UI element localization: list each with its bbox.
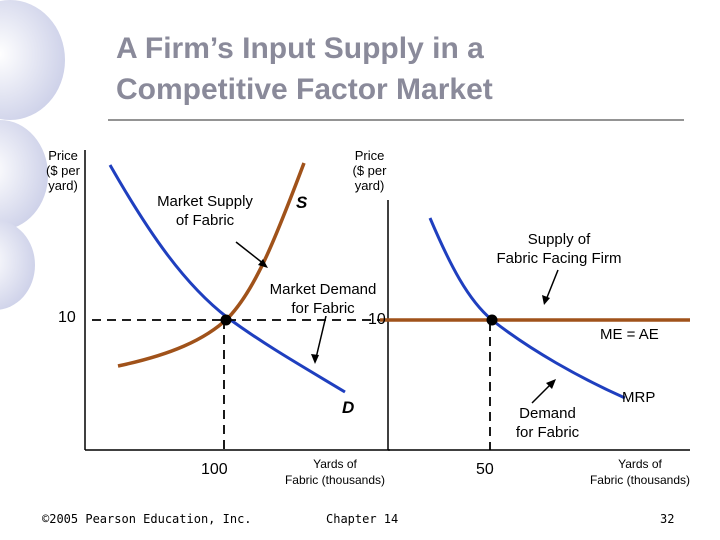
firm-supply-label-line1: Supply of xyxy=(527,231,591,248)
market-y-label-line3: yard) xyxy=(48,178,78,193)
decor-circle-bot xyxy=(0,220,35,310)
firm-supply-arrowhead xyxy=(542,295,550,305)
market-y-axis-label: Price ($ per yard) xyxy=(38,148,88,193)
firm-demand-label: Demand for Fabric xyxy=(500,404,595,442)
market-demand-label-line2: for Fabric xyxy=(291,300,355,317)
firm-quantity-value: 50 xyxy=(476,461,494,478)
firm-mrp-label: MRP xyxy=(622,389,656,406)
decor-circle-mid xyxy=(0,120,48,230)
slide-title: A Firm’s Input Supply in a Competitive F… xyxy=(116,28,493,110)
chapter-text: Chapter 14 xyxy=(326,512,399,526)
market-x-axis-label: Yards of Fabric (thousands) xyxy=(275,456,395,488)
firm-demand-arrow xyxy=(531,382,553,404)
firm-demand-label-line2: for Fabric xyxy=(515,424,580,441)
firm-y-label-line2: ($ per xyxy=(352,163,387,178)
market-supply-curve-label: S xyxy=(296,193,308,212)
market-x-label-line1: Yards of xyxy=(313,457,357,471)
market-y-label-line1: Price xyxy=(48,148,78,163)
firm-demand-label-line1: Demand xyxy=(519,405,576,422)
firm-price-value: 10 xyxy=(368,311,386,328)
firm-x-label-line2: Fabric (thousands) xyxy=(589,473,691,487)
demand-label-arrowhead xyxy=(311,354,319,364)
firm-x-label-line1: Yards of xyxy=(618,457,662,471)
firm-supply-label-line2: Fabric Facing Firm xyxy=(496,250,622,267)
market-supply-label: Market Supply of Fabric xyxy=(140,192,270,230)
decor-circle-top xyxy=(0,0,65,120)
demand-label-arrow xyxy=(315,315,327,359)
firm-supply-label: Supply of Fabric Facing Firm xyxy=(484,230,634,268)
supply-label-arrow xyxy=(235,241,265,265)
firm-demand-arrowhead xyxy=(546,379,556,389)
firm-equilibrium-point xyxy=(486,314,498,326)
firm-supply-arrow xyxy=(545,269,559,301)
market-equilibrium-point xyxy=(220,314,232,326)
firm-y-label-line1: Price xyxy=(354,148,385,163)
firm-me-ae-label: ME = AE xyxy=(600,326,659,343)
firm-y-axis-label: Price ($ per yard) xyxy=(342,148,397,193)
copyright-text: ©2005 Pearson Education, Inc. xyxy=(42,512,252,526)
market-demand-label: Market Demand for Fabric xyxy=(258,280,388,318)
market-demand-curve-label: D xyxy=(342,398,355,417)
slide-title-line1: A Firm’s Input Supply in a xyxy=(116,32,484,65)
firm-x-axis-label: Yards of Fabric (thousands) xyxy=(580,456,700,488)
supply-label-arrowhead xyxy=(258,259,268,268)
market-demand-label-line1: Market Demand xyxy=(269,281,377,298)
market-price-value: 10 xyxy=(58,309,76,326)
market-supply-label-line1: Market Supply xyxy=(157,193,253,210)
page-number: 32 xyxy=(660,512,675,526)
firm-y-label-line3: yard) xyxy=(354,178,385,193)
market-x-label-line2: Fabric (thousands) xyxy=(284,473,386,487)
market-y-label-line2: ($ per xyxy=(46,163,80,178)
slide-title-line2: Competitive Factor Market xyxy=(116,73,493,106)
market-supply-label-line2: of Fabric xyxy=(175,212,235,229)
market-quantity-value: 100 xyxy=(201,461,228,478)
